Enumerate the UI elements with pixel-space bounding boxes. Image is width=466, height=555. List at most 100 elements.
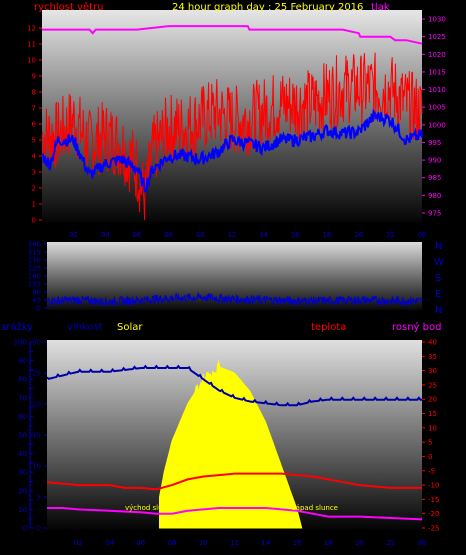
- wind-axis-tick-label: 11: [27, 41, 36, 49]
- precip-axis-tick-label: 70: [18, 394, 27, 402]
- dew-point-line: [47, 507, 423, 521]
- sunrise-label: východ slunce: [125, 504, 175, 512]
- direction-axis-tick-label: 180: [28, 273, 41, 281]
- temperature-axis-tick-label: 30: [428, 367, 437, 375]
- solar-label: Solar: [117, 322, 143, 333]
- x-tick-label-top: 14: [259, 231, 268, 239]
- x-tick-label-top: 20: [354, 231, 363, 239]
- pressure-line: [42, 25, 423, 45]
- solar-axis-tick-label: 5: [37, 494, 41, 502]
- wind-axis-tick-label: 3: [32, 169, 36, 177]
- precip-axis-tick-label: 30: [18, 469, 27, 477]
- x-tick-label-top: 02: [69, 231, 78, 239]
- wind-axis-tick-label: 7: [32, 105, 36, 113]
- x-tick-label-bottom: 12: [230, 539, 239, 547]
- chart-title: 24 hour graph day : 25 February 2016: [172, 2, 363, 13]
- wind-axis-tick-label: 5: [32, 137, 36, 145]
- x-tick-label-top: 10: [196, 231, 205, 239]
- wind-average-line: [41, 108, 423, 193]
- x-tick-label-top: 04: [101, 231, 110, 239]
- x-tick-label-top: 18: [323, 231, 332, 239]
- direction-axis-tick-label: 135: [28, 281, 41, 289]
- compass-label-s: S: [435, 273, 441, 284]
- temperature-axis-tick-label: 35: [428, 353, 437, 361]
- wind-axis-tick-label: 6: [32, 121, 37, 129]
- precip-axis-title: srážky: [1, 321, 33, 333]
- precip-axis-tick-label: 90: [18, 357, 27, 365]
- dew-point-title: rosný bod: [392, 321, 441, 333]
- solar-axis-tick-label: 0: [37, 525, 41, 533]
- solar-axis-tick-label: 15: [32, 432, 41, 440]
- pressure-axis-tick-label: 985: [428, 174, 441, 182]
- x-tick-label-bottom: 20: [355, 539, 364, 547]
- pressure-axis-tick-label: 1025: [428, 33, 446, 41]
- pressure-axis-tick-label: 990: [428, 157, 441, 165]
- wind-axis-title: rychlost větru: [34, 1, 104, 13]
- pressure-axis-tick-label: 995: [428, 139, 441, 147]
- direction-axis-tick-label: 315: [28, 249, 41, 257]
- x-tick-label-bottom: 14: [261, 539, 270, 547]
- wind-axis-tick-label: 2: [32, 185, 36, 193]
- solar-axis-tick-label: 20: [32, 401, 41, 409]
- compass-label-n-bottom: N: [435, 305, 442, 316]
- pressure-axis-tick-label: 975: [428, 209, 441, 217]
- x-tick-label-bottom: 18: [324, 539, 333, 547]
- x-tick-label-bottom: 10: [199, 539, 208, 547]
- wind-axis-tick-label: 1: [32, 201, 36, 209]
- temperature-axis-tick-label: 25: [428, 381, 437, 389]
- pressure-axis-tick-label: 980: [428, 192, 441, 200]
- wind-axis-tick-label: 9: [32, 73, 36, 81]
- temperature-axis-tick-label: 15: [428, 410, 437, 418]
- x-tick-label-bottom: 04: [105, 539, 114, 547]
- temperature-axis-tick-label: -10: [428, 482, 439, 490]
- x-tick-label-bottom: 06: [136, 539, 145, 547]
- temperature-axis-tick-label: 10: [428, 424, 437, 432]
- humidity-axis-title: vlhkost: [67, 322, 103, 333]
- temperature-axis-tick-label: -5: [428, 467, 435, 475]
- precip-axis-tick-label: 50: [18, 432, 27, 440]
- compass-label-n-top: N: [435, 241, 442, 252]
- x-tick-label-top: 00: [418, 231, 427, 239]
- temperature-axis-tick-label: -20: [428, 510, 439, 518]
- pressure-axis-tick-label: 1005: [428, 104, 446, 112]
- temperature-axis-tick-label: 40: [428, 339, 437, 347]
- pressure-axis-tick-label: 1020: [428, 51, 446, 59]
- pressure-axis-tick-label: 1030: [428, 16, 446, 24]
- direction-axis-tick-label: 45: [32, 297, 41, 305]
- precip-axis-tick-label: 40: [18, 450, 27, 458]
- solar-axis-tick-label: 30: [32, 339, 41, 347]
- solar-axis-tick-label: 25: [32, 370, 41, 378]
- temperature-axis-tick-label: 0: [428, 453, 432, 461]
- wind-axis-tick-label: 10: [27, 57, 36, 65]
- precip-axis-tick-label: 100: [14, 339, 27, 347]
- temperature-line: [46, 472, 422, 491]
- x-tick-label-top: 16: [291, 231, 300, 239]
- temperature-axis-title: teplota: [311, 322, 346, 333]
- x-tick-label-top: 22: [386, 231, 395, 239]
- x-tick-label-bottom: 16: [293, 539, 302, 547]
- x-tick-label-top: 08: [164, 231, 173, 239]
- temperature-axis-tick-label: -25: [428, 525, 439, 533]
- precip-axis-tick-label: 10: [18, 506, 27, 514]
- precip-axis-tick-label: 20: [18, 487, 27, 495]
- x-tick-label-bottom: 02: [74, 539, 83, 547]
- pressure-axis-tick-label: 1015: [428, 68, 446, 76]
- direction-axis-tick-label: 90: [32, 289, 41, 297]
- direction-axis-tick-label: 0: [37, 305, 41, 313]
- compass-label-e: E: [435, 289, 441, 300]
- x-tick-label-bottom: 00: [418, 539, 427, 547]
- precip-axis-tick-label: 0: [23, 525, 27, 533]
- pressure-axis-title: tlak: [371, 2, 390, 13]
- wind-axis-tick-label: 4: [32, 153, 37, 161]
- wind-axis-tick-label: 12: [27, 25, 36, 33]
- temperature-axis-tick-label: 20: [428, 396, 437, 404]
- precip-axis-tick-label: 80: [18, 376, 27, 384]
- wind-axis-tick-label: 0: [32, 217, 36, 225]
- solar-area: [159, 359, 303, 529]
- sunset-label: západ slunce: [292, 504, 338, 512]
- direction-axis-tick-label: 360: [28, 241, 41, 249]
- precip-axis-tick-label: 60: [18, 413, 27, 421]
- x-tick-label-top: 12: [228, 231, 237, 239]
